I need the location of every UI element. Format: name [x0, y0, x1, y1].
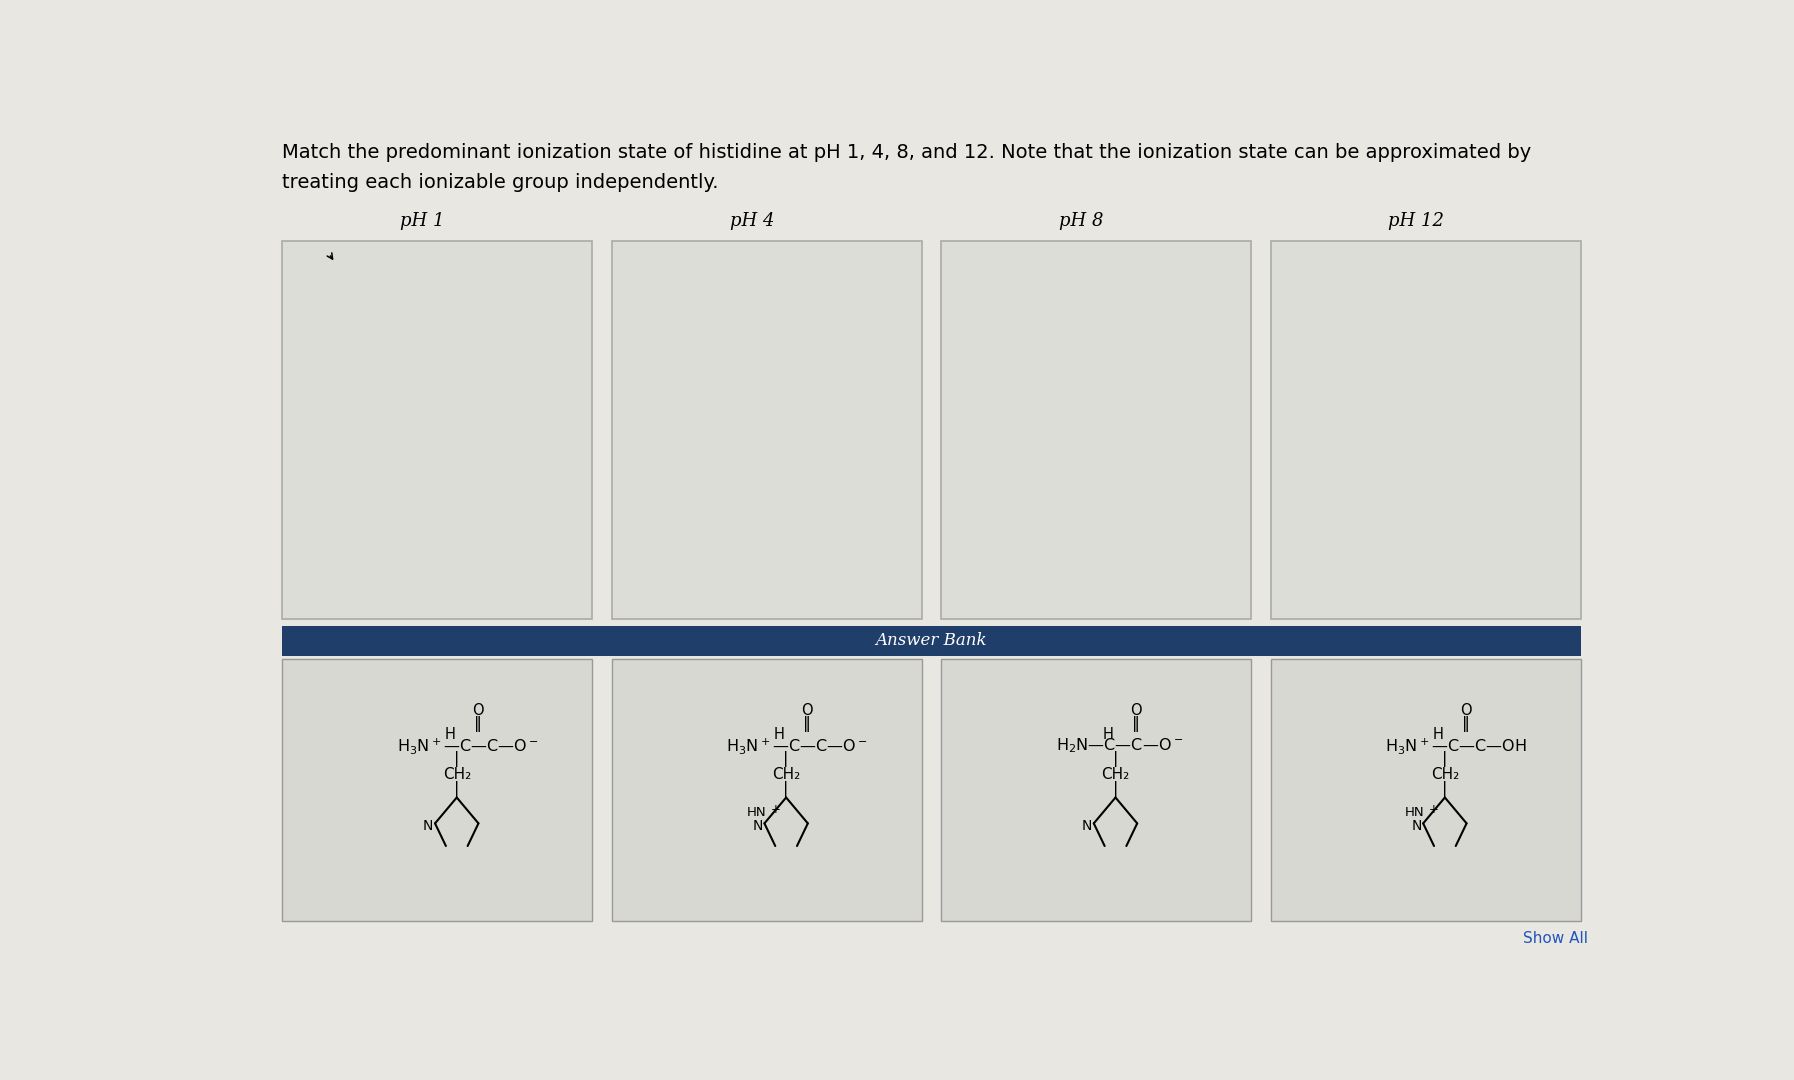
Text: N: N [1412, 819, 1421, 833]
Text: O: O [1130, 703, 1143, 718]
Bar [282, 241, 592, 619]
Text: pH 12: pH 12 [1389, 213, 1444, 230]
Text: CH₂: CH₂ [771, 767, 800, 782]
Text: ‖: ‖ [474, 716, 481, 732]
Text: |: | [1442, 752, 1448, 768]
Text: CH₂: CH₂ [1102, 767, 1130, 782]
Text: |: | [784, 781, 789, 797]
Text: H$_2$N—C—C—O$^-$: H$_2$N—C—C—O$^-$ [1057, 737, 1182, 755]
Bar [1270, 241, 1581, 619]
Bar [942, 660, 1250, 921]
Text: +: + [770, 804, 780, 816]
Text: |: | [1442, 781, 1448, 797]
Text: CH₂: CH₂ [1432, 767, 1459, 782]
Text: |: | [454, 781, 459, 797]
Text: H$_3$N$^+$—C—C—O$^-$: H$_3$N$^+$—C—C—O$^-$ [727, 735, 868, 756]
Text: CH₂: CH₂ [443, 767, 470, 782]
Text: HN: HN [746, 806, 766, 819]
Text: H$_3$N$^+$—C—C—O$^-$: H$_3$N$^+$—C—C—O$^-$ [396, 735, 538, 756]
Bar [942, 241, 1250, 619]
Bar [282, 660, 592, 921]
Text: Show All: Show All [1523, 931, 1588, 946]
Text: |: | [1112, 781, 1118, 797]
Text: H: H [773, 727, 784, 742]
Text: pH 8: pH 8 [1058, 213, 1103, 230]
Bar [1270, 660, 1581, 921]
Text: H$_3$N$^+$—C—C—OH: H$_3$N$^+$—C—C—OH [1385, 735, 1527, 756]
Text: +: + [1430, 804, 1439, 816]
Text: H: H [1432, 727, 1444, 742]
Text: ‖: ‖ [1462, 716, 1469, 732]
Text: ‖: ‖ [804, 716, 811, 732]
Text: O: O [1460, 703, 1471, 718]
Bar [282, 626, 1581, 656]
Text: H: H [445, 727, 456, 742]
Text: O: O [472, 703, 484, 718]
Text: O: O [802, 703, 813, 718]
Text: |: | [454, 752, 459, 768]
Text: |: | [1112, 752, 1118, 768]
Bar [612, 660, 922, 921]
Text: N: N [423, 819, 434, 833]
Text: pH 1: pH 1 [400, 213, 445, 230]
Text: pH 4: pH 4 [730, 213, 773, 230]
Text: ‖: ‖ [1132, 716, 1141, 732]
Text: Answer Bank: Answer Bank [875, 633, 987, 649]
Bar [612, 241, 922, 619]
Text: H: H [1103, 727, 1114, 742]
Text: N: N [1082, 819, 1093, 833]
Text: N: N [752, 819, 762, 833]
Text: |: | [784, 752, 789, 768]
Text: HN: HN [1405, 806, 1424, 819]
Text: Match the predominant ionization state of histidine at pH 1, 4, 8, and 12. Note : Match the predominant ionization state o… [282, 144, 1532, 192]
